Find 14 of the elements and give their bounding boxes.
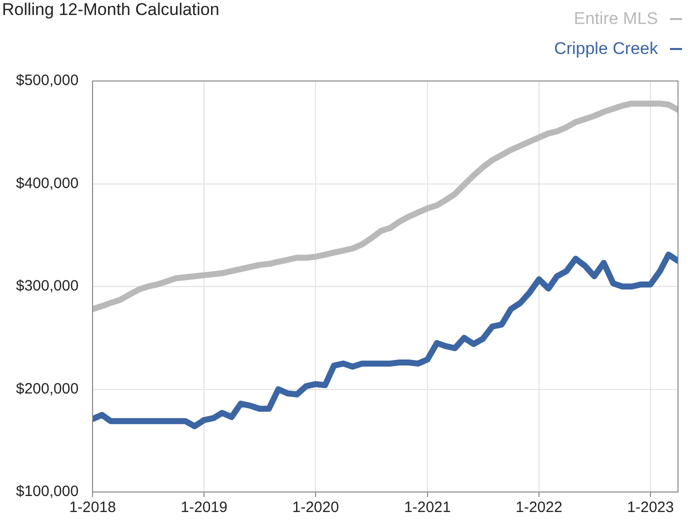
x-tick-label: 1-2022 xyxy=(516,499,562,516)
y-tick-label: $100,000 xyxy=(16,483,79,500)
chart-title: Rolling 12-Month Calculation xyxy=(2,0,220,20)
x-tick-label: 1-2020 xyxy=(292,499,339,516)
legend-label: Cripple Creek xyxy=(554,39,658,59)
y-tick-label: $300,000 xyxy=(16,278,79,295)
x-tick-label: 1-2023 xyxy=(627,499,674,516)
x-tick-label: 1-2018 xyxy=(69,499,116,516)
y-tick-label: $500,000 xyxy=(16,72,79,90)
x-tick-label: 1-2019 xyxy=(180,499,228,516)
x-tick-label: 1-2021 xyxy=(404,499,451,516)
legend-label: Entire MLS xyxy=(574,9,658,29)
y-tick-label: $200,000 xyxy=(16,380,79,398)
y-tick-label: $400,000 xyxy=(16,174,79,192)
